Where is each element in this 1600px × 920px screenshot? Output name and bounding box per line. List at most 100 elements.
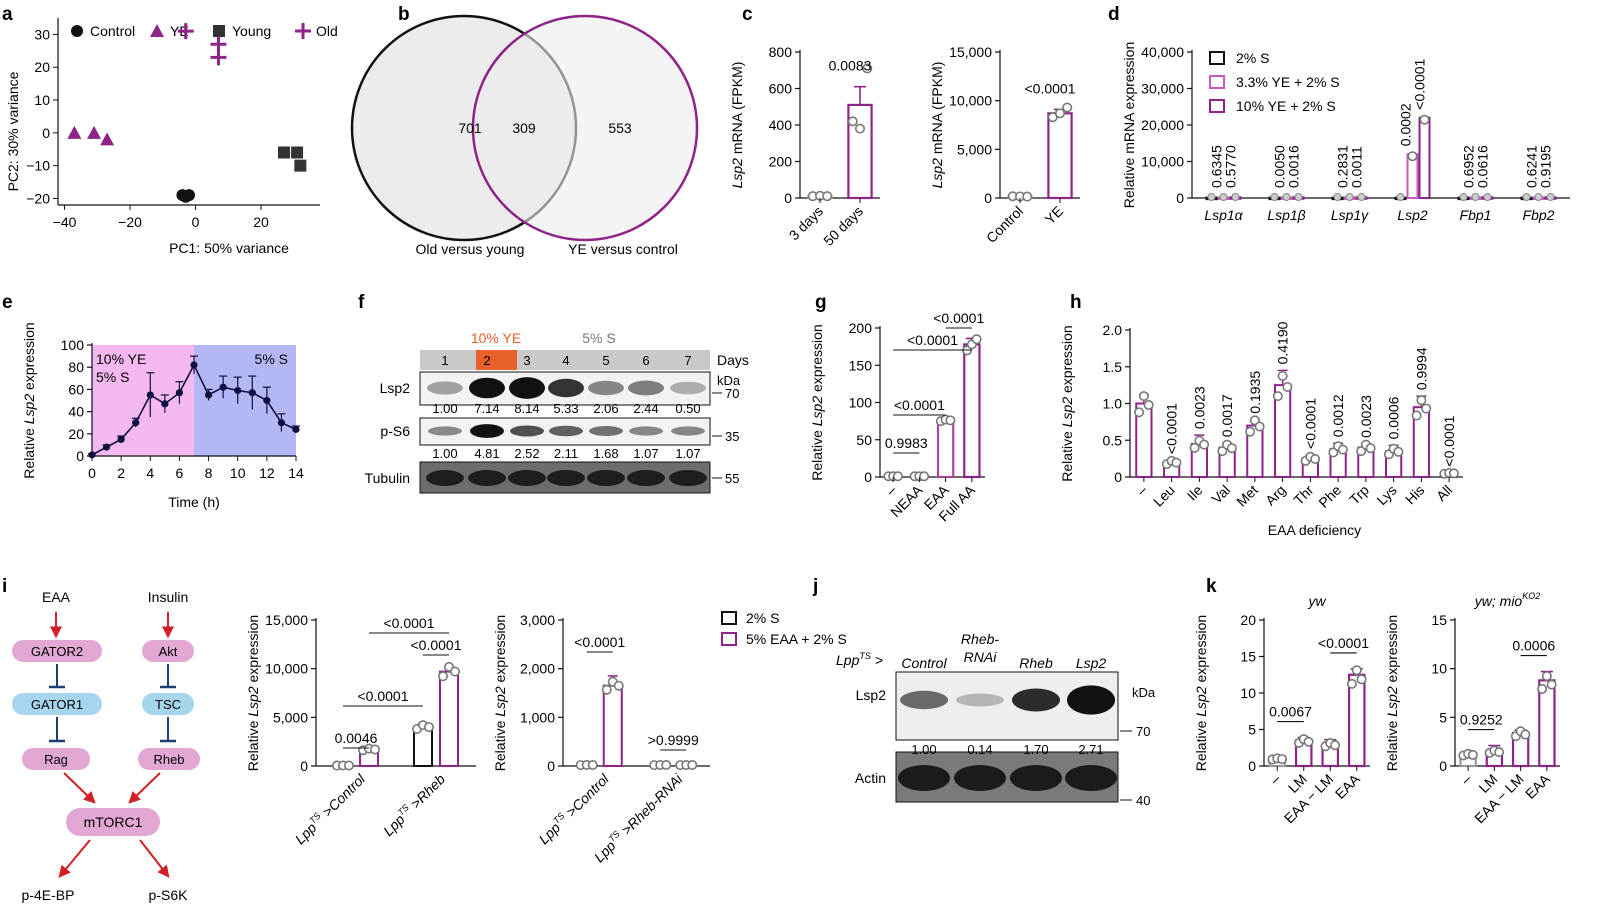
d-y-tick-label: 10,000 [1141,154,1184,170]
f-quant-lsp2: 8.14 [514,401,539,416]
input-eaa: EAA [42,589,71,605]
e-x-tick-label: 14 [288,465,304,481]
f-quant-lsp2: 0.50 [675,401,700,416]
i2-group-label: LppTS >Control [535,769,613,847]
e-data-point [175,389,184,397]
h-x-tick-label: Arg [1262,482,1289,509]
lane-2-highlight [476,350,517,370]
g-bar-3 [963,343,981,479]
h-data-point [1393,446,1404,457]
k1-y-tick-label: 20 [1240,612,1256,628]
node-tsc [142,693,194,715]
c2-y-tick-label: 5,000 [957,141,992,157]
d-data-point [1459,193,1468,201]
f-band-lsp2 [628,380,664,396]
node-rag [22,748,90,770]
c2-y-tick-label: 10,000 [949,93,992,109]
g-y-tick-label: 50 [856,432,872,448]
k2-data-point [1541,671,1552,682]
lane-label-lsp2: Lsp2 [1076,655,1107,671]
a-y-tick-label: 20 [34,59,50,75]
i1-p-value: 0.0046 [335,730,378,746]
i1-y-tick-label: 15,000 [265,612,308,628]
venn-right-label: YE versus control [568,241,678,257]
arrow-mtorc1-4ebp [58,839,91,878]
c1-p-value: 0.0083 [829,58,872,74]
j-marker-40: 40 [1136,793,1150,808]
f-band-ps6 [671,426,705,436]
d-data-point [1345,193,1354,201]
d-p-value: 0.2831 [1335,145,1351,188]
k2-p-value: 0.9252 [1460,712,1503,728]
f-quant-lsp2: 5.33 [553,401,578,416]
c2-data-point [1022,191,1033,202]
g-p-value: 0.9983 [885,435,928,451]
arrow-mtorc1-s6k [139,839,170,878]
f-band-tubulin [587,470,625,486]
d-data-point [1546,193,1555,201]
node-gator1 [12,693,102,715]
panel-letter-c: c [742,4,753,25]
h-x-tick-label: Trp [1346,482,1372,508]
lane-6-label: 6 [642,353,649,368]
g-data-point [971,334,982,345]
i2-bar [602,684,623,768]
lane-2-label: 2 [483,353,490,368]
g-y-tick-label: 0 [864,469,872,485]
i2-data-point [661,760,672,771]
e-data-point [88,451,96,459]
h-p-value: 0.0012 [1330,394,1346,437]
i2-legend-swatch-1 [721,632,737,646]
panel-letter-f: f [358,292,365,313]
i2-data-point [613,680,624,691]
d-x-tick-label: Lsp2 [1397,207,1428,223]
row-label-ps6: p-S6 [380,423,410,439]
j-band-lsp2 [900,690,948,710]
output-p4ebp: p-4E-BP [22,887,75,903]
k2-x-tick-label: – [1457,771,1474,788]
e-data-point [146,391,154,399]
e-data-point [292,425,300,433]
i1-group-label: LppTS >Rheb [379,770,448,839]
i2-p-value: <0.0001 [574,634,625,650]
k2-title: yw; mioKO2 [1474,591,1540,609]
pathway-diagram: EAA Insulin GATOR2 Akt GATOR1 TSC Rag Rh… [12,589,200,903]
blot-quantification: 1.00 1.00 7.14 4.81 8.14 2.52 5.33 2.11 2.06 1.68… [432,401,700,461]
g-data-point [892,471,903,482]
i2-y-tick-label: 2,000 [520,661,555,677]
h-y-tick-label: 2.0 [1103,322,1123,338]
j-band-actin [954,765,1006,791]
i2-y-tick-label: 1,000 [520,709,555,725]
header-ye-label: 10% YE [471,330,521,346]
f-band-lsp2 [469,377,505,399]
e-x-tick-label: 2 [117,465,125,481]
a-x-tick-label: −40 [53,214,77,230]
j-row-label-lsp2: Lsp2 [856,687,887,703]
j-band-actin [898,765,950,791]
d-p-value: 0.0002 [1398,103,1414,146]
i1-data-point [423,722,434,733]
f-band-ps6 [470,424,504,438]
d-y-tick-label: 0 [1176,190,1184,206]
h-p-value: 0.0023 [1191,386,1207,429]
node-mtorc1-label: mTORC1 [84,814,143,830]
h-x-tick-label: Leu [1150,482,1178,510]
k1-y-tick-label: 15 [1240,649,1256,665]
d-legend-swatch-1 [1209,75,1225,89]
panel-letter-k: k [1206,576,1217,597]
d-x-tick-label: Fbp1 [1460,207,1492,223]
a-point-ye [67,125,82,139]
lane-5-label: 5 [602,353,609,368]
lane-4-label: 4 [562,353,569,368]
a-y-tick-label: 30 [34,26,50,42]
venn-right-circle [471,14,699,242]
c1-data-point [862,63,873,74]
i1-data-point [449,666,460,677]
h-x-tick-label: Lys [1373,482,1399,508]
c1-y-tick-label: 200 [769,154,793,170]
panel-letter-b: b [398,4,410,25]
d-y-tick-label: 20,000 [1141,117,1184,133]
a-point-ye [87,125,102,139]
c1-y-label: Lsp2 mRNA (FPKM) [729,62,745,189]
a-x-label: PC1: 50% variance [169,240,289,256]
